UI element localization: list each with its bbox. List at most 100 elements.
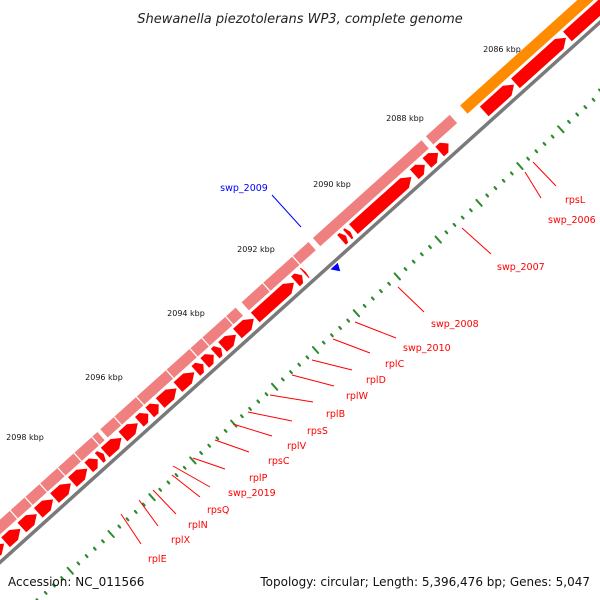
kbp-label: 2094 kbp (167, 309, 205, 318)
forward-cds-arrow (479, 84, 514, 117)
minor-tick (141, 502, 146, 507)
minor-tick (264, 392, 269, 397)
swp-2009-marker (330, 262, 341, 272)
minor-tick (297, 362, 302, 367)
minor-tick (166, 480, 171, 485)
minor-tick (133, 509, 138, 514)
minor-tick (542, 142, 547, 146)
forward-cds-arrow (349, 177, 412, 234)
gene-label: rplC (385, 359, 405, 370)
kbp-label: 2096 kbp (85, 373, 123, 382)
major-tick (352, 309, 361, 318)
summary-text: Topology: circular; Length: 5,396,476 bp… (259, 575, 590, 589)
forward-cds-arrow (33, 499, 54, 518)
major-tick (230, 419, 238, 428)
major-tick (189, 456, 197, 465)
minor-tick (199, 451, 203, 455)
minor-tick (92, 546, 97, 551)
forward-cds-arrow (17, 514, 37, 533)
forward-cds-arrow (200, 354, 214, 368)
forward-cds-arrow (145, 403, 159, 418)
forward-cds-arrow (410, 164, 425, 180)
reverse-track-band (312, 140, 429, 247)
minor-tick (51, 583, 56, 588)
gene-labels: rpsL swp_2006 swp_2007 swp_2008 swp_2010 rplC… (120, 161, 596, 565)
minor-tick (575, 112, 580, 117)
gene-label: rpsL (565, 195, 586, 206)
minor-tick (526, 156, 531, 161)
leader-line (171, 474, 201, 498)
major-tick (475, 198, 483, 207)
forward-cds-arrow (511, 37, 566, 89)
major-tick (311, 346, 320, 354)
reverse-track-divider (39, 483, 48, 493)
minor-tick (403, 267, 408, 271)
forward-cds-arrow (250, 282, 294, 323)
leader-line (138, 499, 159, 527)
minor-tick (117, 524, 122, 529)
major-tick (66, 566, 74, 575)
leader-line (354, 321, 397, 339)
minor-tick (591, 97, 596, 102)
gene-label: swp_2006 (548, 215, 596, 226)
gene-label: rplX (171, 535, 191, 546)
reverse-track-divider (24, 496, 33, 506)
gene-label-swp-2009: swp_2009 (220, 183, 268, 194)
kbp-label: 2098 kbp (6, 433, 44, 442)
leader-line (311, 359, 353, 371)
gene-label: rplD (366, 375, 386, 386)
minor-tick (469, 208, 473, 213)
leader-line (232, 423, 273, 437)
gene-label: rpsS (307, 426, 328, 437)
minor-tick (493, 186, 498, 191)
reverse-track-divider (225, 316, 234, 326)
reverse-track-divider (189, 348, 198, 358)
forward-cds-arrow (94, 451, 106, 463)
major-tick (393, 272, 401, 281)
minor-tick (280, 377, 285, 382)
gene-label: rplW (346, 391, 369, 402)
feature-tracks (0, 0, 600, 565)
minor-tick (567, 119, 571, 124)
major-tick (434, 235, 442, 244)
forward-cds-arrow (422, 152, 439, 168)
minor-tick (362, 303, 367, 308)
forward-cds-arrow (337, 233, 349, 245)
minor-tick (60, 576, 65, 581)
minor-tick (338, 325, 342, 330)
forward-cds-arrow (233, 318, 254, 339)
major-tick (148, 493, 156, 502)
reverse-track-divider (113, 416, 122, 426)
minor-tick (370, 296, 375, 301)
leader-line (269, 394, 314, 403)
leader-line-swp-2009 (271, 194, 302, 228)
gene-label: rpsQ (207, 505, 229, 516)
minor-tick (182, 465, 187, 470)
leader-line (172, 465, 211, 488)
reverse-track-divider (201, 337, 210, 347)
leader-line (192, 457, 226, 470)
minor-tick (215, 436, 220, 441)
kbp-label: 2092 kbp (237, 245, 275, 254)
leader-line (291, 374, 335, 387)
map-title: Shewanella piezotolerans WP3, complete g… (137, 12, 463, 27)
minor-tick (460, 215, 465, 220)
leader-line (152, 489, 177, 515)
forward-cds-arrow (135, 413, 149, 427)
minor-tick (256, 399, 261, 404)
kbp-label: 2086 kbp (483, 45, 521, 54)
major-tick (107, 530, 115, 538)
forward-cds-arrow (50, 483, 71, 503)
minor-tick (321, 340, 326, 345)
reverse-track-band (425, 114, 458, 145)
reverse-track-divider (9, 510, 18, 520)
gene-label: swp_2010 (403, 343, 451, 354)
forward-cds-arrow (84, 458, 98, 473)
minor-tick (346, 318, 351, 323)
reverse-track-divider (165, 369, 174, 379)
gene-label: rplV (287, 441, 307, 452)
minor-tick (534, 149, 539, 154)
gene-label: swp_2008 (431, 319, 479, 330)
leader-line (532, 161, 557, 187)
minor-tick (240, 414, 244, 419)
